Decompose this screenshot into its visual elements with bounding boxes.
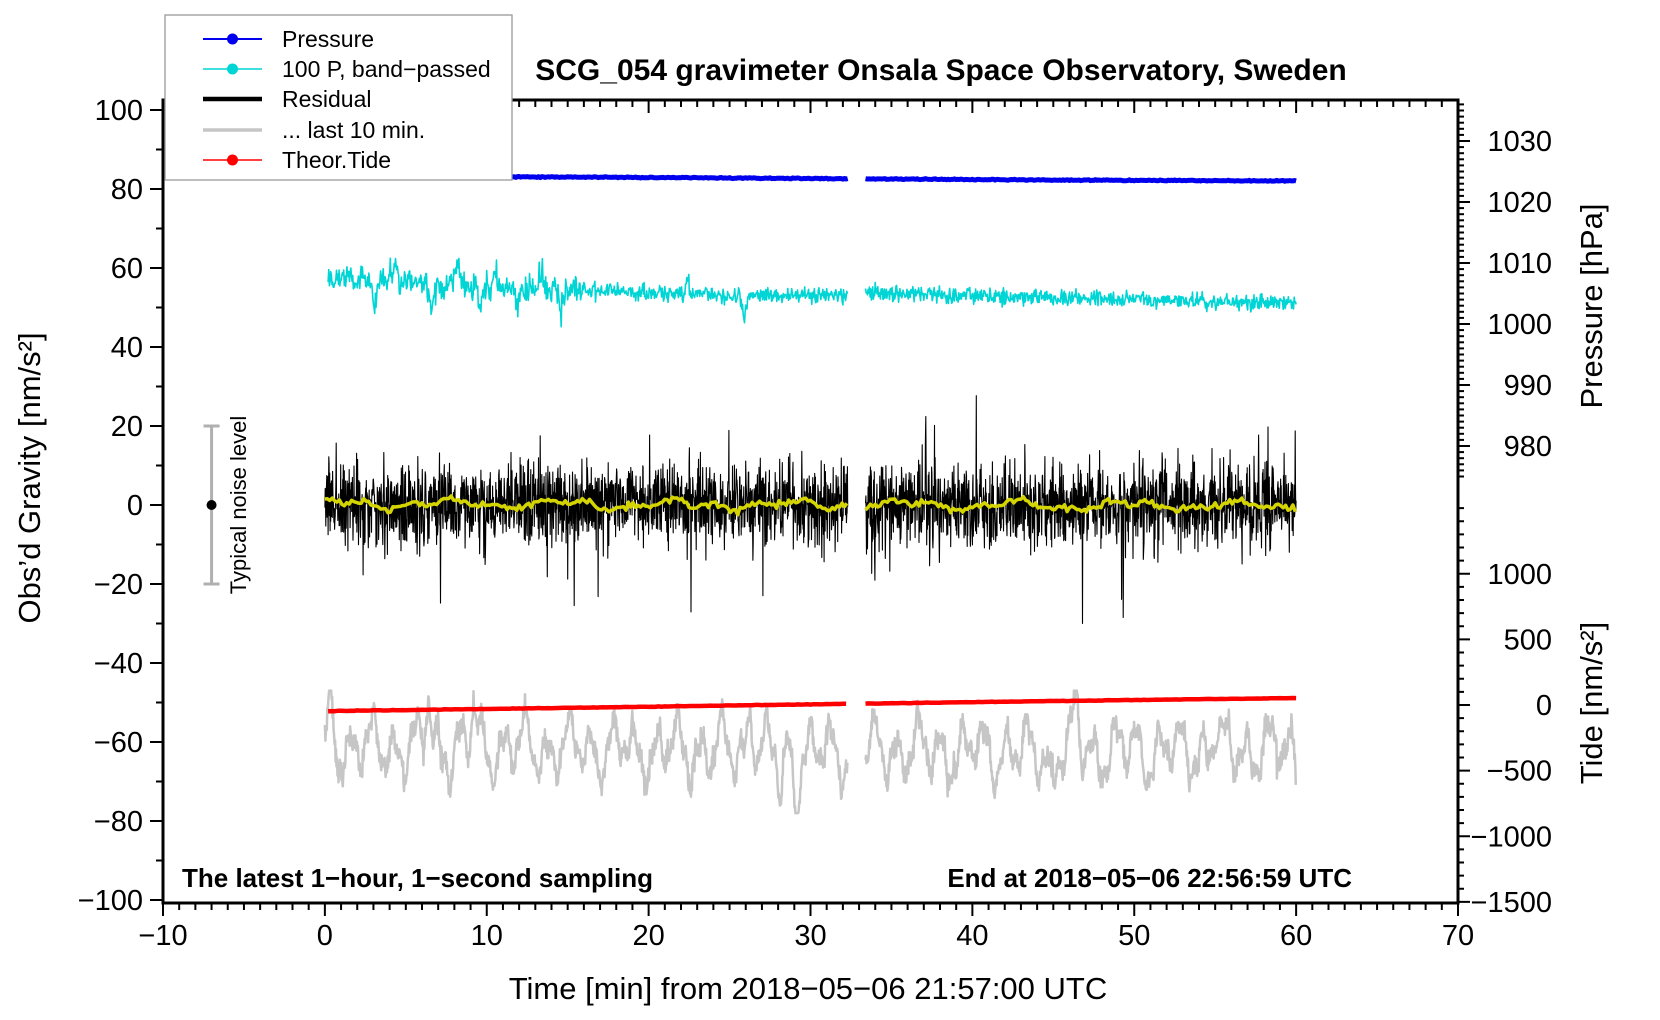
y-left-tick-label: −100: [78, 885, 143, 917]
pressure-tick-label: 1000: [1487, 309, 1552, 341]
x-axis-label: Time [min] from 2018−05−06 21:57:00 UTC: [509, 971, 1108, 1006]
end-time-annotation: End at 2018−05−06 22:56:59 UTC: [947, 863, 1352, 893]
y-left-tick-label: −60: [94, 727, 143, 759]
legend-item-last-10-min: ... last 10 min.: [282, 117, 425, 143]
y-left-tick-label: 0: [127, 490, 143, 522]
x-tick-label: 50: [1118, 920, 1150, 952]
noise-bar-dot: [206, 500, 217, 510]
y-left-tick-label: 40: [111, 332, 143, 364]
y-left-tick-label: −40: [94, 648, 143, 680]
tide-tick-label: −1500: [1471, 887, 1552, 919]
series-theor_tide: [328, 701, 847, 714]
legend-swatch-dot: [227, 33, 238, 45]
series-band_passed_pressure: [327, 257, 849, 328]
y-left-tick-label: −20: [94, 569, 143, 601]
series-residual_smoothed: [324, 494, 849, 517]
y-left-tick-label: 60: [111, 253, 143, 285]
legend-item-band-passed: 100 P, band−passed: [282, 56, 491, 82]
tide-tick-label: −1000: [1471, 821, 1552, 853]
y-left-tick-label: 100: [95, 95, 143, 127]
tide-tick-label: 0: [1536, 690, 1552, 722]
sampling-annotation: The latest 1−hour, 1−second sampling: [182, 863, 653, 893]
tide-tick-label: −500: [1487, 756, 1552, 788]
y-left-tick-label: 80: [111, 174, 143, 206]
pressure-tick-label: 1020: [1487, 187, 1552, 219]
pressure-tick-label: 990: [1504, 370, 1552, 402]
y-left-tick-label: 20: [111, 411, 143, 443]
tide-tick-label: 1000: [1487, 559, 1552, 591]
y-left-tick-label: −80: [94, 806, 143, 838]
x-tick-label: 10: [471, 920, 503, 952]
x-tick-label: 40: [956, 920, 988, 952]
legend-item-pressure: Pressure: [282, 26, 374, 52]
x-tick-label: 30: [794, 920, 826, 952]
pressure-tick-label: 980: [1504, 431, 1552, 463]
series-theor_tide: [865, 695, 1297, 706]
series-last_10_min: [323, 689, 849, 815]
pressure-tick-label: 1030: [1487, 126, 1552, 158]
x-tick-label: 20: [632, 920, 664, 952]
tide-axis-label: Tide [nm/s²]: [1574, 622, 1609, 785]
y-left-axis-label: Obs’d Gravity [nm/s²]: [12, 332, 47, 623]
series-pressure: [864, 176, 1297, 184]
series-last_10_min: [864, 689, 1298, 800]
pressure-tick-label: 1010: [1487, 248, 1552, 280]
series-residual_smoothed: [864, 494, 1297, 515]
x-tick-label: 0: [317, 920, 333, 952]
legend-item-residual: Residual: [282, 86, 372, 112]
x-tick-label: 60: [1280, 920, 1312, 952]
chart-title: SCG_054 gravimeter Onsala Space Observat…: [535, 54, 1347, 87]
legend-swatch-dot: [227, 154, 238, 166]
series-band_passed_pressure: [864, 281, 1297, 313]
series-residual: [324, 429, 849, 613]
chart-generated-content: −10 0 10 20 30 40 50 60 70−100−80−60−40−20020406…: [78, 14, 1552, 952]
pressure-axis-label: Pressure [hPa]: [1574, 203, 1609, 408]
legend-swatch-dot: [227, 63, 238, 75]
legend-item-theor-tide: Theor.Tide: [282, 147, 391, 173]
noise-level-label: Typical noise level: [226, 416, 251, 595]
tide-tick-label: 500: [1504, 624, 1552, 656]
x-tick-label: −10: [138, 920, 187, 952]
legend: Pressure 100 P, band−passed Residual ...…: [282, 26, 491, 173]
x-tick-label: 70: [1442, 920, 1474, 952]
